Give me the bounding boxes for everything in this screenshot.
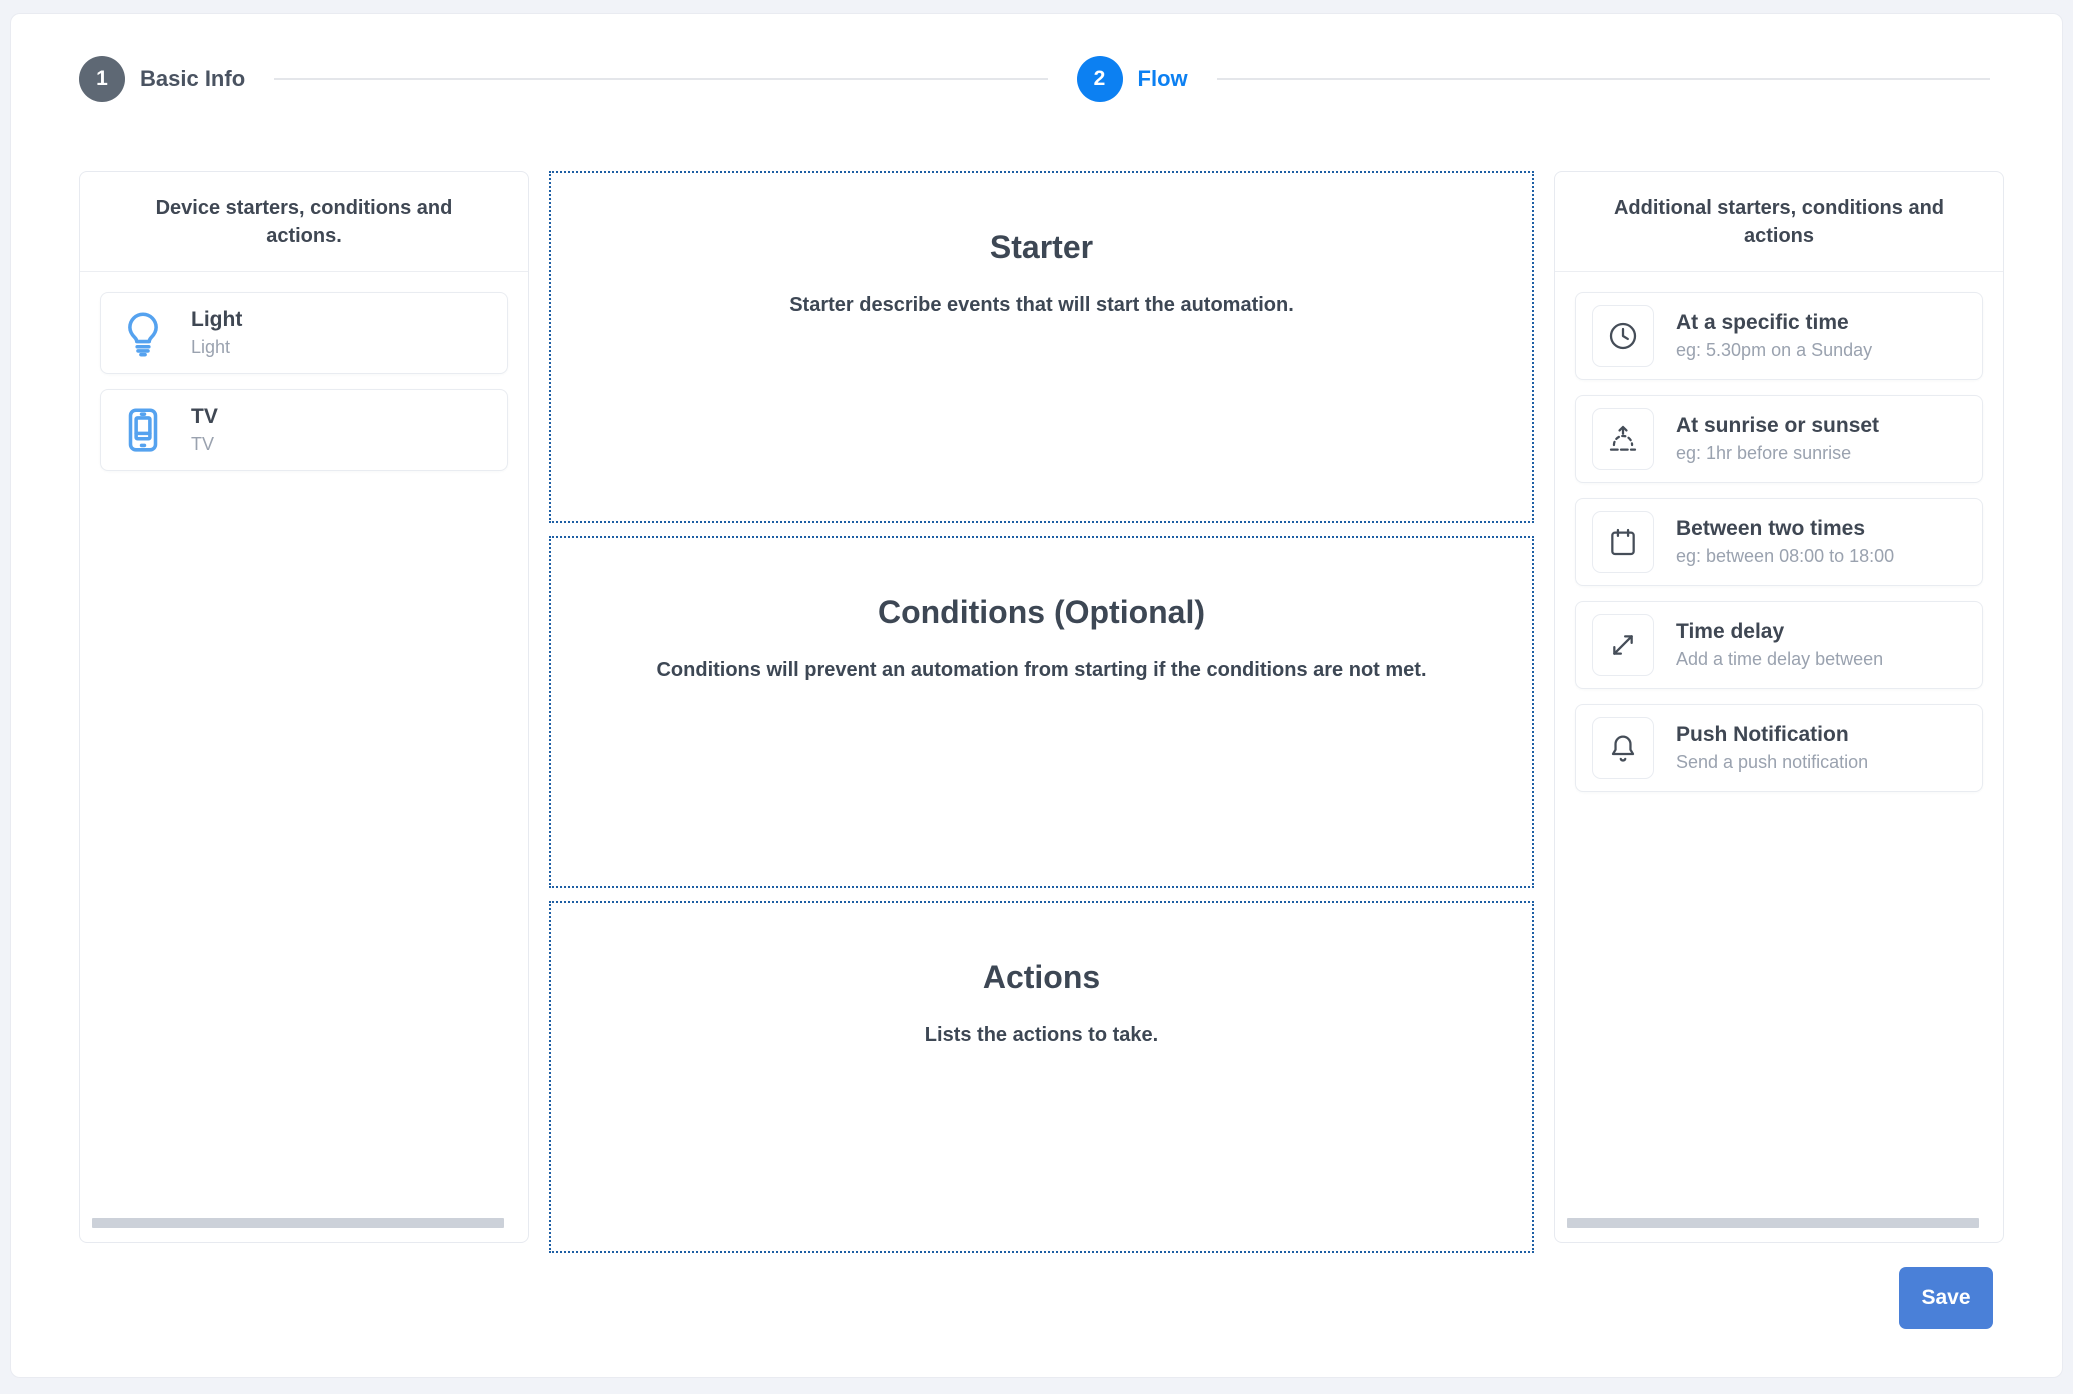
step-2-number-badge: 2 xyxy=(1076,56,1123,102)
tv-icon xyxy=(117,404,169,456)
list-item-title: Between two times xyxy=(1676,517,1866,541)
list-item-text: Push Notification Send a push notificati… xyxy=(1676,722,1868,774)
device-item-subtitle: TV xyxy=(191,434,215,455)
step-basic-info[interactable]: 1 Basic Info xyxy=(79,56,245,102)
additional-items-list: At a specific time eg: 5.30pm on a Sunda… xyxy=(1555,272,2003,792)
starter-zone-title: Starter xyxy=(989,229,1094,265)
device-palette-header: Device starters, conditions and actions. xyxy=(80,172,528,272)
list-item-between-two-times[interactable]: Between two times eg: between 08:00 to 1… xyxy=(1575,498,1983,586)
step-1-number-badge: 1 xyxy=(79,56,125,102)
clock-icon xyxy=(1592,305,1654,367)
device-palette-list: Light Light xyxy=(80,272,528,471)
starter-zone-description: Starter describe events that will start … xyxy=(789,294,1294,316)
conditions-zone-description: Conditions will prevent an automation fr… xyxy=(656,659,1427,681)
list-item-at-a-specific-time[interactable]: At a specific time eg: 5.30pm on a Sunda… xyxy=(1575,292,1983,380)
automation-editor-card: 1 Basic Info 2 Flow Device starters, con… xyxy=(10,13,2063,1378)
device-item-tv[interactable]: TV TV xyxy=(100,389,508,471)
list-item-at-sunrise-or-sunset[interactable]: At sunrise or sunset eg: 1hr before sunr… xyxy=(1575,395,1983,483)
list-item-text: Time delay Add a time delay between xyxy=(1676,619,1883,671)
light-bulb-icon xyxy=(117,307,169,359)
device-item-text: TV TV xyxy=(191,404,218,456)
calendar-icon xyxy=(1592,511,1654,573)
list-item-text: Between two times eg: between 08:00 to 1… xyxy=(1676,516,1894,568)
list-item-subtitle: Add a time delay between xyxy=(1676,649,1884,670)
actions-dropzone[interactable]: Actions Lists the actions to take. xyxy=(549,901,1534,1253)
sunrise-icon xyxy=(1592,408,1654,470)
list-item-subtitle: eg: 5.30pm on a Sunday xyxy=(1676,340,1873,361)
device-palette-panel: Device starters, conditions and actions.… xyxy=(79,171,529,1243)
step-1-label: Basic Info xyxy=(140,66,246,91)
flow-canvas: Starter Starter describe events that wil… xyxy=(549,171,1534,1253)
step-flow[interactable]: 2 Flow xyxy=(1076,56,1188,102)
save-button[interactable]: Save xyxy=(1899,1267,1993,1329)
editor-content-row: Device starters, conditions and actions.… xyxy=(11,171,2062,1253)
list-item-text: At a specific time eg: 5.30pm on a Sunda… xyxy=(1676,310,1872,362)
list-item-time-delay[interactable]: Time delay Add a time delay between xyxy=(1575,601,1983,689)
device-item-text: Light Light xyxy=(191,307,242,359)
additional-items-panel: Additional starters, conditions and acti… xyxy=(1554,171,2004,1243)
bell-icon xyxy=(1592,717,1654,779)
stepper-connector-line xyxy=(274,78,1048,80)
horizontal-scrollbar[interactable] xyxy=(1567,1218,1979,1228)
device-item-light[interactable]: Light Light xyxy=(100,292,508,374)
list-item-title: Push Notification xyxy=(1676,723,1849,747)
list-item-title: Time delay xyxy=(1676,620,1785,644)
actions-zone-title: Actions xyxy=(982,959,1101,995)
horizontal-scrollbar[interactable] xyxy=(92,1218,504,1228)
wizard-stepper: 1 Basic Info 2 Flow xyxy=(11,14,2062,102)
actions-zone-description: Lists the actions to take. xyxy=(924,1024,1159,1046)
device-item-title: TV xyxy=(191,405,218,429)
list-item-subtitle: eg: 1hr before sunrise xyxy=(1676,443,1852,464)
time-delay-icon xyxy=(1592,614,1654,676)
list-item-subtitle: eg: between 08:00 to 18:00 xyxy=(1676,546,1895,567)
list-item-title: At a specific time xyxy=(1676,311,1849,335)
starter-dropzone[interactable]: Starter Starter describe events that wil… xyxy=(549,171,1534,523)
list-item-push-notification[interactable]: Push Notification Send a push notificati… xyxy=(1575,704,1983,792)
list-item-subtitle: Send a push notification xyxy=(1676,752,1869,773)
additional-items-header: Additional starters, conditions and acti… xyxy=(1555,172,2003,272)
list-item-title: At sunrise or sunset xyxy=(1676,414,1880,438)
stepper-connector-line xyxy=(1216,78,1990,80)
step-2-label: Flow xyxy=(1137,66,1188,91)
conditions-zone-title: Conditions (Optional) xyxy=(877,594,1206,630)
conditions-dropzone[interactable]: Conditions (Optional) Conditions will pr… xyxy=(549,536,1534,888)
list-item-text: At sunrise or sunset eg: 1hr before sunr… xyxy=(1676,413,1879,465)
device-item-subtitle: Light xyxy=(191,337,231,358)
device-item-title: Light xyxy=(191,308,243,332)
